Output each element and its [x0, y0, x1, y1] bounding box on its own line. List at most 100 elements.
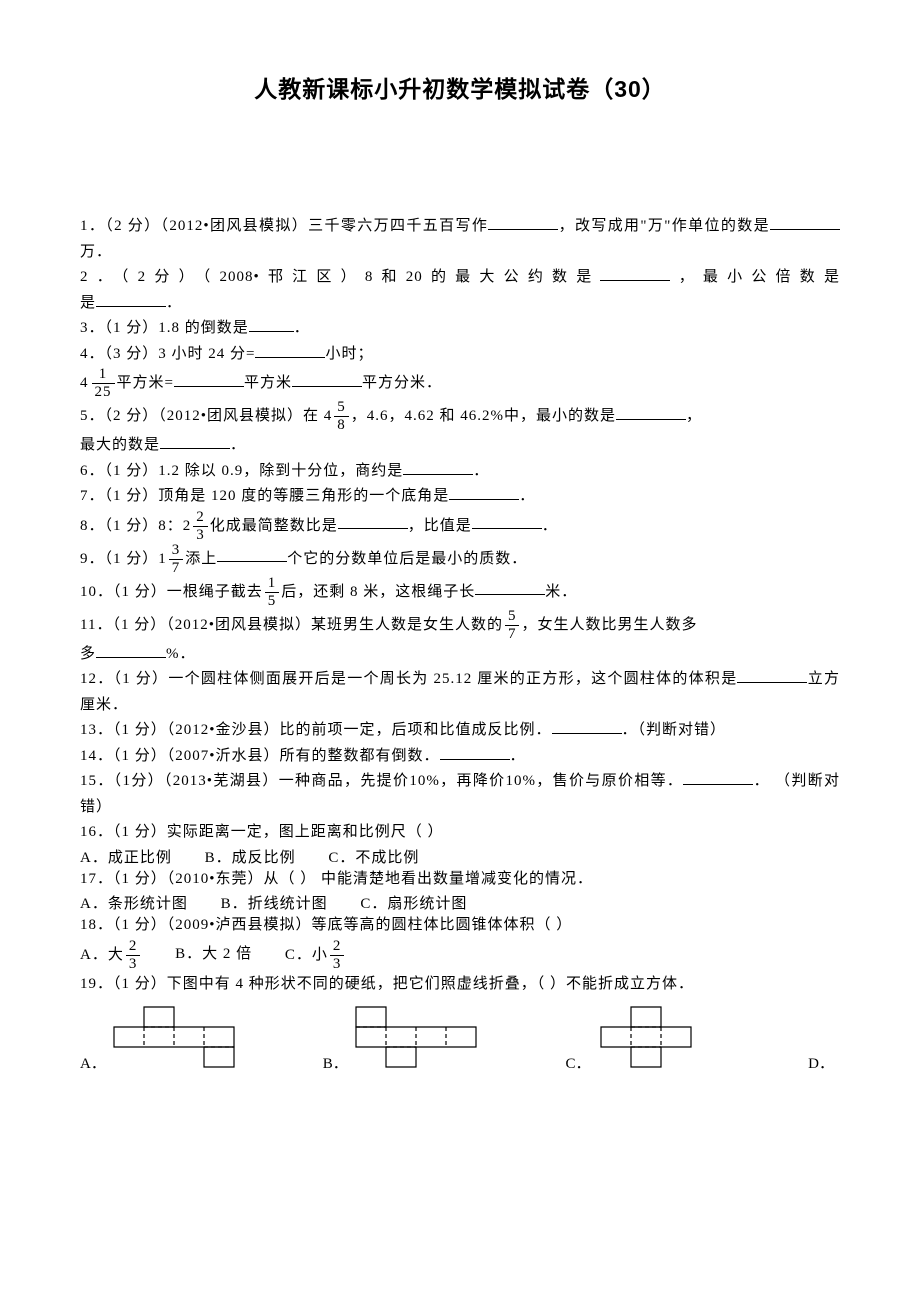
blank	[616, 404, 686, 420]
option-a: A．大23	[80, 939, 142, 972]
numerator: 5	[334, 400, 349, 417]
option-c: C．不成比例	[328, 846, 419, 867]
blank	[403, 459, 473, 475]
q10-text-b: 后，还剩 8 米，这根绳子长	[281, 583, 475, 599]
fraction: 15	[265, 576, 280, 609]
q7-text-b: ．	[519, 488, 535, 504]
question-19: 19．（1 分）下图中有 4 种形状不同的硬纸，把它们照虚线折叠，（ ）不能折成…	[80, 972, 840, 998]
q3-text-b: ．	[294, 320, 310, 336]
blank	[600, 265, 670, 281]
blank	[292, 371, 362, 387]
blank	[475, 579, 545, 595]
denominator: 3	[126, 956, 141, 972]
q1-text-b: ，改写成用"万"作单位的数是	[558, 218, 770, 234]
denominator: 8	[334, 417, 349, 433]
net-b-group: B．	[323, 1005, 566, 1075]
option-c: C．小23	[285, 939, 347, 972]
question-11-line1: 11．（1 分）（2012•团风县模拟）某班男生人数是女生人数的57，女生人数比…	[80, 609, 840, 642]
question-5-line1: 5．（2 分）（2012•团风县模拟）在 458，4.6，4.62 和 46.2…	[80, 400, 840, 433]
denominator: 3	[330, 956, 345, 972]
question-16-options: A．成正比例 B．成反比例 C．不成比例	[80, 846, 840, 867]
q8-text-c: ，比值是	[408, 517, 472, 533]
blank	[217, 546, 287, 562]
q9-text-b: 添上	[185, 550, 217, 566]
exam-page: 人教新课标小升初数学模拟试卷（30） 1．（2 分）（2012•团风县模拟）三千…	[0, 0, 920, 1115]
question-10: 10．（1 分）一根绳子截去15后，还剩 8 米，这根绳子长米．	[80, 576, 840, 609]
option-b: B．折线统计图	[221, 892, 328, 913]
question-12: 12．（1 分）一个圆柱体侧面展开后是一个周长为 25.12 厘米的正方形，这个…	[80, 667, 840, 718]
net-label-b: B．	[323, 1052, 348, 1073]
option-a: A．条形统计图	[80, 892, 188, 913]
q6-text-b: ．	[473, 463, 489, 479]
question-8: 8．（1 分）8：223化成最简整数比是，比值是．	[80, 510, 840, 543]
question-16: 16．（1 分）实际距离一定，图上距离和比例尺（ ）	[80, 820, 840, 846]
q2-word-shi: 是	[80, 295, 96, 311]
opt-c-pre: C．小	[285, 946, 328, 962]
q2-text-a: 2．（2分）（2008•邗江区）8和20的最大公约数是	[80, 269, 600, 285]
question-18-options: A．大23 B．大 2 倍 C．小23	[80, 939, 840, 972]
q9-text-a: 9．（1 分）1	[80, 550, 167, 566]
numerator: 1	[92, 367, 115, 384]
fraction: 125	[92, 367, 115, 400]
numerator: 2	[193, 510, 208, 527]
question-3: 3．（1 分）1.8 的倒数是．	[80, 316, 840, 342]
option-c: C．扇形统计图	[360, 892, 467, 913]
q10-text-c: 米．	[545, 583, 577, 599]
fraction: 23	[126, 939, 141, 972]
blank	[255, 342, 325, 358]
fraction: 57	[505, 609, 520, 642]
net-d-group: D．	[808, 1052, 840, 1075]
question-14: 14．（1 分）（2007•沂水县）所有的整数都有倒数．．	[80, 744, 840, 770]
numerator: 3	[169, 543, 184, 560]
net-c-group: C．	[565, 1005, 808, 1075]
q5-text-d: 最大的数是	[80, 437, 160, 453]
q5-text-c: ，	[686, 408, 702, 424]
q15-text-a: 15．（1分）（2013•芜湖县）一种商品，先提价10%，再降价10%，售价与原…	[80, 773, 683, 789]
q19-text-a: 19．（1 分）下图中有 4 种形状不同的硬纸，把它们照虚线折叠，（ ）不能折成…	[80, 976, 694, 992]
blank	[160, 433, 230, 449]
q1-text-c: 万．	[80, 244, 112, 260]
q4-text-c: 平方米=	[117, 375, 174, 391]
blank	[552, 718, 622, 734]
question-17-options: A．条形统计图 B．折线统计图 C．扇形统计图	[80, 892, 840, 913]
q4-text-a: 4．（3 分）3 小时 24 分=	[80, 346, 255, 362]
option-a: A．成正比例	[80, 846, 172, 867]
question-6: 6．（1 分）1.2 除以 0.9，除到十分位，商约是 ．	[80, 459, 840, 485]
fraction: 23	[330, 939, 345, 972]
q11-text-a: 11．（1 分）（2012•团风县模拟）某班男生人数是女生人数的	[80, 616, 503, 632]
blank	[488, 214, 558, 230]
blank	[737, 667, 807, 683]
net-label-a: A．	[80, 1052, 106, 1073]
denominator: 7	[169, 560, 184, 576]
question-4-line1: 4．（3 分）3 小时 24 分=小时；	[80, 342, 840, 368]
q17-text-a: 17．（1 分）（2010•东莞）从（ ） 中能清楚地看出数量增减变化的情况．	[80, 871, 593, 887]
question-9: 9．（1 分）137添上 个它的分数单位后是最小的质数．	[80, 543, 840, 576]
q8-text-a: 8．（1 分）8：2	[80, 517, 191, 533]
q12-text-a: 12．（1 分）一个圆柱体侧面展开后是一个周长为 25.12 厘米的正方形，这个…	[80, 671, 737, 687]
option-b: B．成反比例	[205, 846, 296, 867]
fraction: 23	[193, 510, 208, 543]
q6-text-a: 6．（1 分）1.2 除以 0.9，除到十分位，商约是	[80, 463, 403, 479]
numerator: 5	[505, 609, 520, 626]
net-label-c: C．	[565, 1052, 590, 1073]
q9-text-c: 个它的分数单位后是最小的质数．	[287, 550, 527, 566]
blank	[449, 484, 519, 500]
q14-text-b: ．	[510, 748, 526, 764]
numerator: 2	[330, 939, 345, 956]
blank	[440, 744, 510, 760]
opt-a-pre: A．大	[80, 946, 124, 962]
blank	[472, 513, 542, 529]
net-a-icon	[112, 1005, 242, 1075]
question-18: 18．（1 分）（2009•泸西县模拟）等底等高的圆柱体比圆锥体体积（ ）	[80, 913, 840, 939]
net-c-icon	[596, 1005, 696, 1075]
q4-text-e: 平方分米．	[362, 375, 442, 391]
q8-text-b: 化成最简整数比是	[210, 517, 338, 533]
blank	[96, 642, 166, 658]
exam-title: 人教新课标小升初数学模拟试卷（30）	[80, 70, 840, 104]
q11-text-c: %．	[166, 646, 196, 662]
question-11-line2: 多%．	[80, 642, 840, 668]
q5-text-e: ．	[230, 437, 246, 453]
blank	[249, 316, 294, 332]
question-2-line1: 2．（2分）（2008•邗江区）8和20的最大公约数是，最小公倍数是	[80, 265, 840, 291]
q13-text-b: ．（判断对错）	[622, 722, 727, 738]
